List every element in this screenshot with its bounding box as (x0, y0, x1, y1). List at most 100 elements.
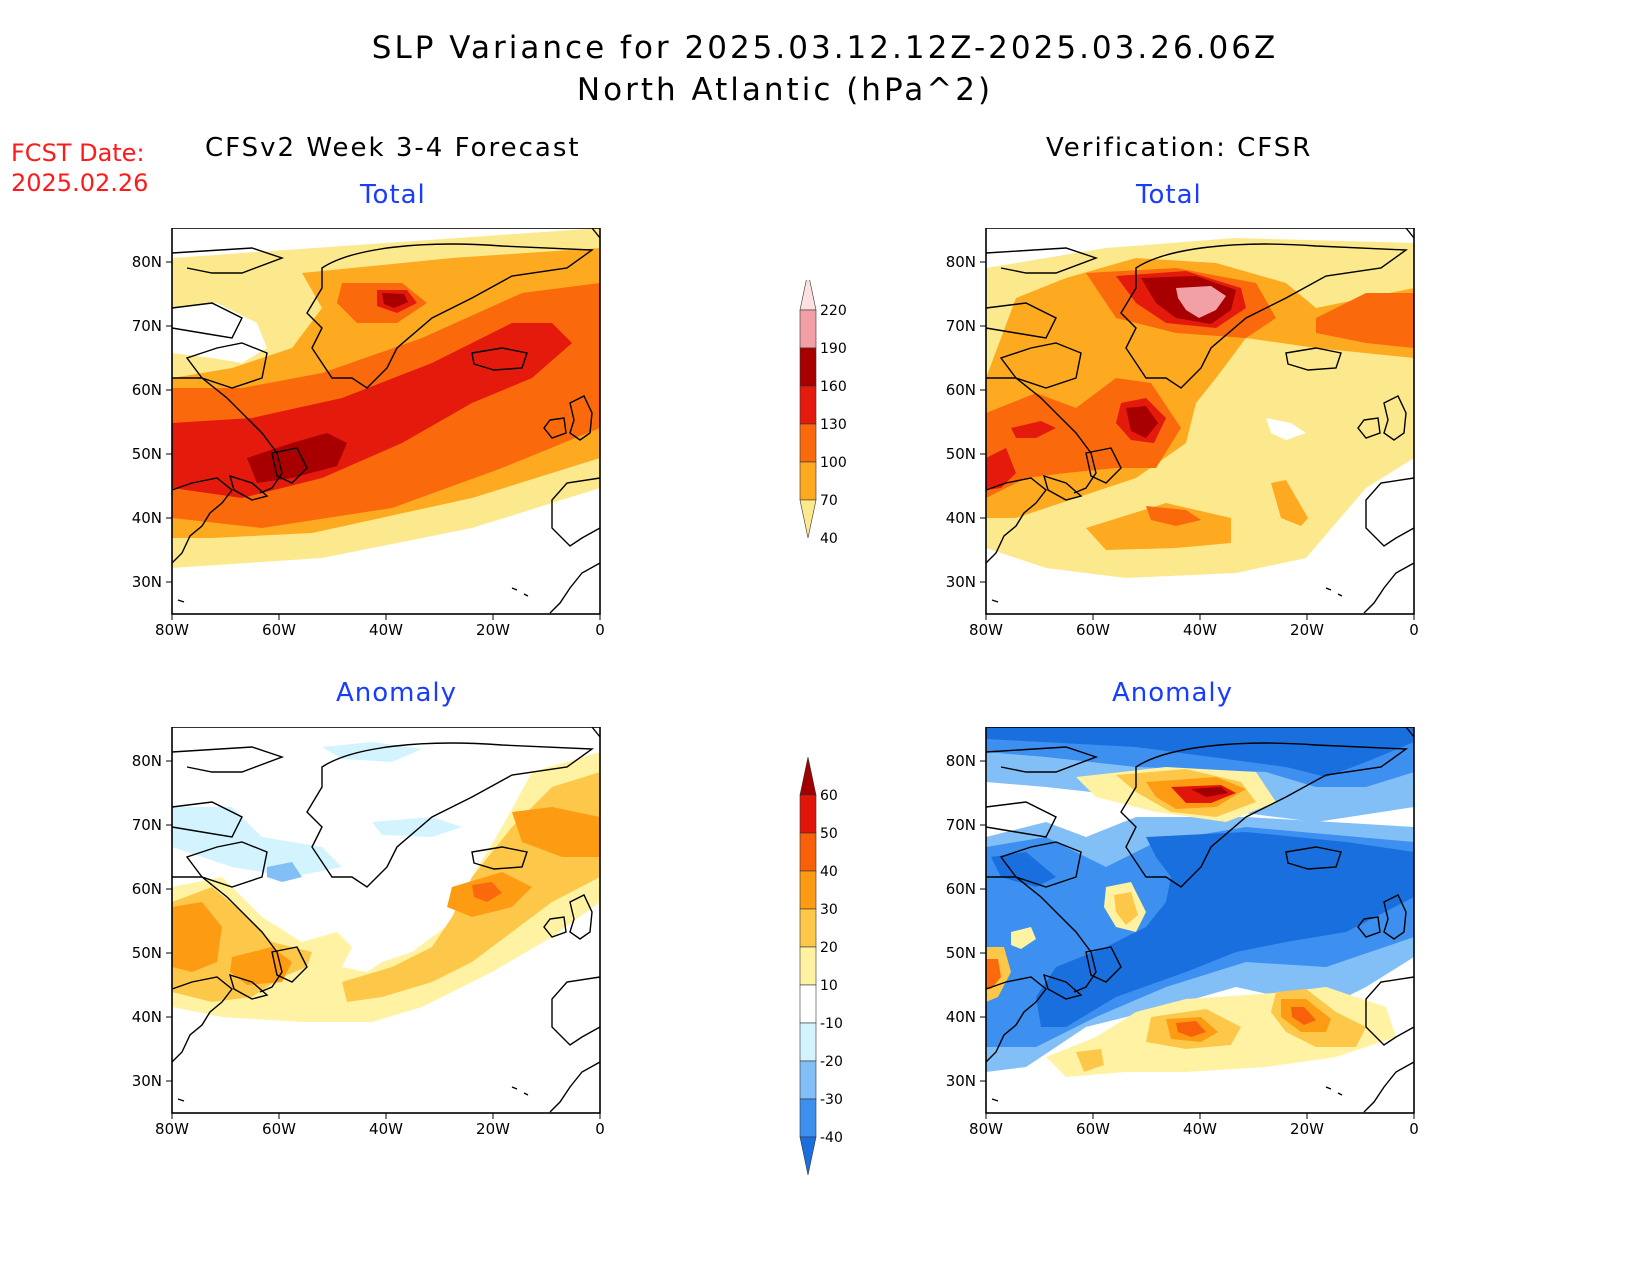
svg-text:40W: 40W (369, 1120, 403, 1138)
svg-text:30N: 30N (946, 1072, 976, 1090)
lon-tick-60w: 60W (262, 614, 296, 639)
anomaly-colorbar-label: -20 (820, 1054, 843, 1070)
lon-tick-60w: 60W (1076, 1113, 1110, 1138)
lon-tick-0: 0 (1409, 1113, 1419, 1138)
svg-text:40W: 40W (1183, 621, 1217, 639)
lon-tick-20w: 20W (1290, 614, 1324, 639)
svg-text:60W: 60W (262, 1120, 296, 1138)
anomaly-colorbar-box (799, 870, 817, 910)
svg-text:60W: 60W (1076, 1120, 1110, 1138)
lon-tick-20w: 20W (476, 614, 510, 639)
main-title: SLP Variance for 2025.03.12.12Z-2025.03.… (371, 30, 1279, 66)
svg-text:50N: 50N (132, 445, 162, 463)
lon-tick-80w: 80W (155, 614, 189, 639)
svg-text:0: 0 (595, 621, 605, 639)
anomaly-colorbar-box (799, 794, 817, 834)
lat-axis: 30N 40N 50N 60N 70N 80N (132, 752, 172, 1090)
svg-text:80W: 80W (155, 1120, 189, 1138)
svg-text:60N: 60N (946, 381, 976, 399)
lat-axis: 30N 40N 50N 60N 70N 80N (946, 752, 986, 1090)
lat-tick-80: 80N (946, 752, 986, 770)
total-colorbar-labels: 40 70 100 130 160 190 220 (820, 303, 847, 547)
verification-total-title: Total (1136, 180, 1202, 210)
anomaly-colorbar-box (799, 908, 817, 948)
total-colorbar-box (799, 461, 817, 501)
total-colorbar-label: 160 (820, 379, 847, 395)
svg-text:50N: 50N (946, 445, 976, 463)
total-colorbar-label: 70 (820, 493, 838, 509)
anomaly-colorbar-label: 30 (820, 902, 838, 918)
lat-tick-40: 40N (946, 509, 986, 527)
anomaly-colorbar-box (799, 832, 817, 872)
total-colorbar-box (799, 385, 817, 425)
svg-text:30N: 30N (132, 1072, 162, 1090)
total-colorbar-label: 40 (820, 531, 838, 547)
anomaly-colorbar-box (799, 946, 817, 986)
lat-tick-60: 60N (132, 381, 172, 399)
svg-text:80W: 80W (969, 621, 1003, 639)
lon-tick-60w: 60W (262, 1113, 296, 1138)
svg-text:60N: 60N (132, 880, 162, 898)
lon-tick-80w: 80W (969, 614, 1003, 639)
svg-text:80W: 80W (969, 1120, 1003, 1138)
forecast-anomaly-map: 30N 40N 50N 60N 70N 80N 80W 60W 40W 20W … (132, 727, 605, 1138)
svg-text:20W: 20W (1290, 1120, 1324, 1138)
svg-text:40W: 40W (1183, 1120, 1217, 1138)
lat-axis: 30N 40N 50N 60N 70N 80N (946, 253, 986, 591)
anomaly-colorbar-label: 50 (820, 826, 838, 842)
lat-tick-80: 80N (132, 253, 172, 271)
svg-text:0: 0 (1409, 1120, 1419, 1138)
lat-tick-80: 80N (946, 253, 986, 271)
anomaly-colorbar: -40 -30 -20 -10 10 20 30 40 50 60 (799, 756, 843, 1176)
lon-tick-40w: 40W (1183, 614, 1217, 639)
svg-text:60N: 60N (946, 880, 976, 898)
svg-text:60W: 60W (1076, 621, 1110, 639)
total-colorbar-box (799, 280, 817, 311)
svg-text:40N: 40N (132, 1008, 162, 1026)
svg-text:20W: 20W (1290, 621, 1324, 639)
forecast-date-label: FCST Date: (11, 139, 145, 167)
anomaly-colorbar-box (799, 756, 817, 796)
svg-text:30N: 30N (132, 573, 162, 591)
total-colorbar: 40 70 100 130 160 190 220 (799, 280, 847, 547)
lon-axis: 80W 60W 40W 20W 0 (155, 1113, 605, 1138)
lat-tick-50: 50N (946, 445, 986, 463)
verification-anomaly-title: Anomaly (1112, 678, 1234, 708)
svg-text:50N: 50N (946, 944, 976, 962)
svg-text:80N: 80N (946, 253, 976, 271)
main-subtitle: North Atlantic (hPa^2) (576, 72, 994, 108)
lon-tick-0: 0 (595, 1113, 605, 1138)
svg-text:70N: 70N (132, 317, 162, 335)
anomaly-colorbar-label: 40 (820, 864, 838, 880)
lon-tick-20w: 20W (476, 1113, 510, 1138)
total-colorbar-boxes (799, 280, 817, 539)
total-colorbar-label: 100 (820, 455, 847, 471)
svg-text:40N: 40N (946, 509, 976, 527)
anomaly-colorbar-label: -10 (820, 1016, 843, 1032)
anomaly-colorbar-box (799, 1022, 817, 1062)
svg-text:80W: 80W (155, 621, 189, 639)
lon-tick-60w: 60W (1076, 614, 1110, 639)
lat-tick-60: 60N (946, 880, 986, 898)
svg-text:80N: 80N (132, 253, 162, 271)
anomaly-colorbar-box (799, 1136, 817, 1176)
lat-tick-40: 40N (946, 1008, 986, 1026)
forecast-date-value: 2025.02.26 (11, 169, 149, 197)
svg-text:50N: 50N (132, 944, 162, 962)
lat-tick-30: 30N (946, 573, 986, 591)
verification-total-map: 30N 40N 50N 60N 70N 80N 80W 60W 40W 20W … (946, 228, 1419, 639)
anomaly-colorbar-box (799, 1098, 817, 1138)
lon-tick-80w: 80W (969, 1113, 1003, 1138)
lat-tick-40: 40N (132, 1008, 172, 1026)
lon-axis: 80W 60W 40W 20W 0 (155, 614, 605, 639)
lon-tick-40w: 40W (1183, 1113, 1217, 1138)
lon-tick-0: 0 (595, 614, 605, 639)
svg-text:70N: 70N (946, 317, 976, 335)
total-colorbar-label: 130 (820, 417, 847, 433)
total-colorbar-box (799, 347, 817, 387)
forecast-anomaly-title: Anomaly (336, 678, 458, 708)
anomaly-colorbar-label: 10 (820, 978, 838, 994)
total-colorbar-box (799, 499, 817, 539)
lon-tick-40w: 40W (369, 614, 403, 639)
lon-tick-20w: 20W (1290, 1113, 1324, 1138)
